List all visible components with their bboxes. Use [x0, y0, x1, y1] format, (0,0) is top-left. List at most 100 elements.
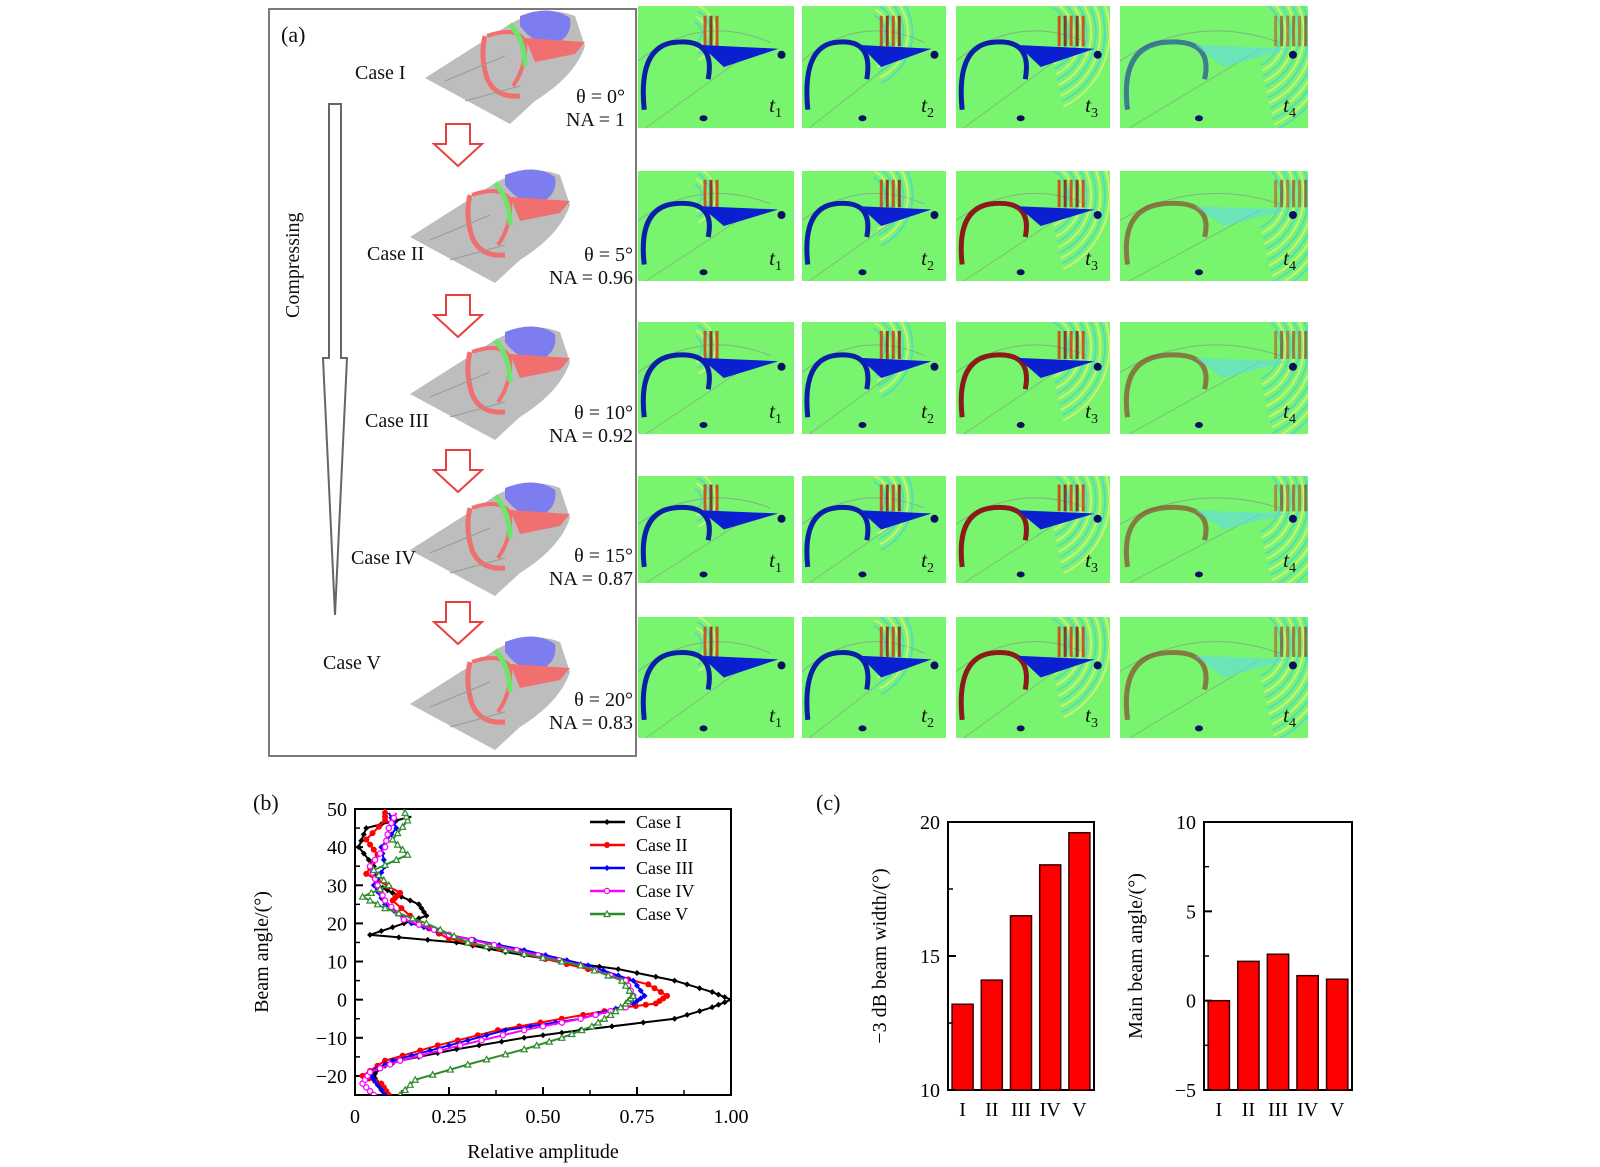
legend-marker [604, 819, 610, 825]
time-label: t2 [921, 548, 934, 577]
bar-I [951, 1003, 974, 1091]
data-point [379, 875, 388, 884]
bar-III [1009, 915, 1033, 1091]
y-tick-label: 30 [327, 875, 347, 897]
time-symbol: t [921, 398, 927, 423]
time-index: 2 [927, 412, 934, 427]
data-point [464, 1037, 471, 1044]
y-tick-label: −5 [1175, 1080, 1196, 1102]
bar-IV [1038, 864, 1062, 1091]
data-point [401, 809, 410, 816]
data-point [482, 1055, 491, 1063]
legend-marker [602, 909, 612, 918]
legend-marker [604, 865, 610, 871]
time-symbol: t [1283, 547, 1289, 572]
x-tick-label: 0.50 [526, 1106, 561, 1128]
x-tick-label: 0 [350, 1106, 360, 1128]
panel-b-label: (b) [253, 790, 279, 815]
wave-field-image [802, 617, 939, 738]
data-point [366, 896, 375, 904]
na-value: NA = 1 [565, 109, 625, 131]
data-point [630, 977, 637, 984]
panel-c-label: (c) [816, 790, 841, 815]
simulation-tile-case3-t3: t3 [956, 322, 1110, 434]
data-point [617, 976, 626, 984]
na-value: NA = 0.92 [548, 425, 633, 447]
simulation-tile-case1-t2: t2 [802, 6, 946, 128]
data-point [389, 924, 396, 931]
theta-value: θ = 15° [574, 545, 633, 567]
data-point [652, 973, 659, 980]
data-point [373, 900, 382, 908]
time-label: t4 [1283, 548, 1296, 577]
data-point [476, 1042, 483, 1049]
data-point [415, 921, 423, 928]
data-point [657, 989, 664, 996]
data-point [645, 981, 652, 988]
data-point [402, 812, 411, 820]
data-point [388, 903, 395, 911]
data-point [463, 1060, 472, 1068]
time-symbol: t [1085, 702, 1091, 727]
y-tick-label: 20 [327, 913, 347, 935]
data-point [538, 953, 548, 961]
data-point [606, 1010, 615, 1019]
wave-field-image [956, 171, 1110, 281]
data-point [520, 1044, 529, 1053]
time-index: 1 [775, 259, 782, 274]
theta-value: θ = 10° [574, 402, 633, 424]
na-value: NA = 0.83 [548, 712, 633, 734]
data-point [397, 889, 404, 896]
data-point [608, 1023, 615, 1030]
data-point [604, 971, 613, 979]
case-params-3: θ = 10° NA = 0.92 [549, 402, 633, 448]
legend-marker [604, 842, 610, 848]
simulation-tile-case3-t4: t4 [1120, 322, 1308, 434]
chart-legend: Case I Case II Case III Case IV Case V [590, 812, 694, 924]
data-point [355, 844, 362, 851]
simulation-tile-case5-t2: t2 [802, 617, 946, 738]
time-label: t4 [1283, 246, 1296, 275]
y-tick-label: 10 [1176, 812, 1196, 834]
time-label: t1 [769, 703, 782, 732]
data-point [395, 934, 402, 941]
y-axis-label: Main beam angle/(°) [1125, 873, 1147, 1039]
data-point [366, 862, 374, 870]
data-point [696, 1008, 703, 1015]
data-point [539, 1023, 547, 1030]
na-value: NA = 0.96 [548, 267, 633, 289]
case-label-4: Case IV [351, 547, 416, 569]
legend-label: Case II [636, 835, 687, 855]
time-label: t2 [921, 246, 934, 275]
y-tick-label: 0 [337, 990, 347, 1012]
data-point [436, 1047, 444, 1054]
data-point [664, 992, 671, 999]
data-point [392, 855, 401, 863]
data-point [369, 830, 376, 837]
data-point [577, 1015, 584, 1022]
panel-a-label: (a) [281, 22, 306, 47]
data-point [363, 836, 370, 843]
down-arrow-icon [432, 601, 485, 646]
data-point [520, 949, 529, 958]
y-axis-label: Beam angle/(°) [251, 891, 273, 1013]
time-symbol: t [1283, 702, 1289, 727]
data-point [367, 888, 376, 896]
legend-label: Case I [636, 812, 681, 832]
compressing-label: Compressing [282, 212, 304, 318]
series-case-v [358, 809, 638, 1095]
compressing-arrow-icon [321, 103, 349, 616]
bar-V [1068, 831, 1091, 1091]
theta-value: θ = 5° [584, 244, 633, 266]
time-index: 3 [1091, 412, 1098, 427]
time-symbol: t [921, 245, 927, 270]
time-index: 4 [1289, 106, 1296, 121]
data-point [463, 938, 472, 946]
simulation-tile-case4-t1: t1 [638, 476, 794, 583]
data-point [393, 828, 402, 837]
wave-field-image [1120, 171, 1308, 281]
data-point [715, 991, 722, 998]
data-point [385, 824, 393, 832]
simulation-tile-case4-t4: t4 [1120, 476, 1308, 583]
wave-field-image [802, 476, 939, 583]
